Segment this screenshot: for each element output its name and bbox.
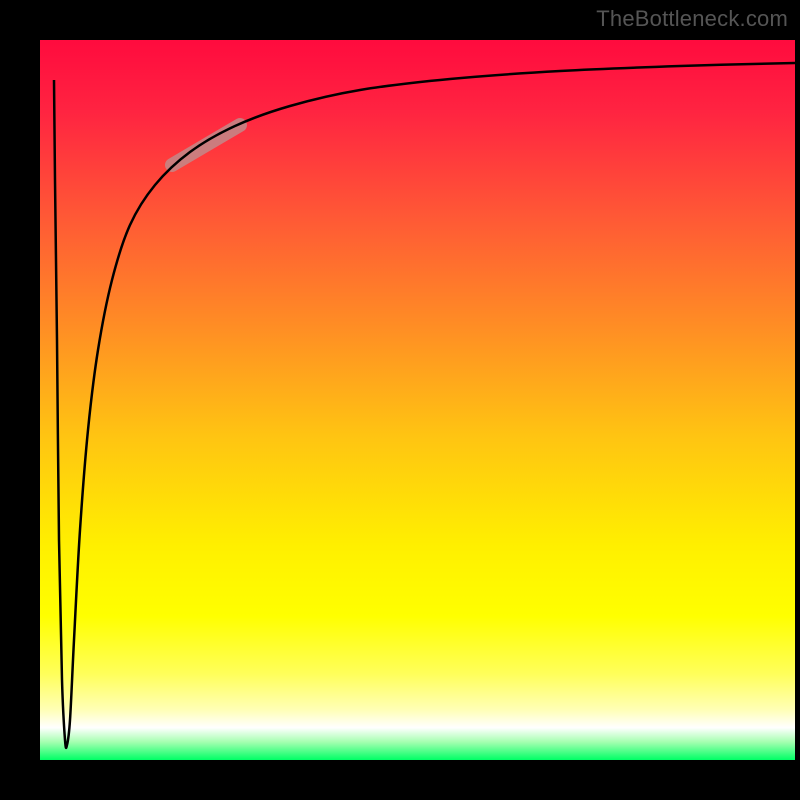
- watermark-text: TheBottleneck.com: [596, 6, 788, 32]
- chart-plot-area: [40, 40, 795, 760]
- curve-layer: [40, 40, 795, 760]
